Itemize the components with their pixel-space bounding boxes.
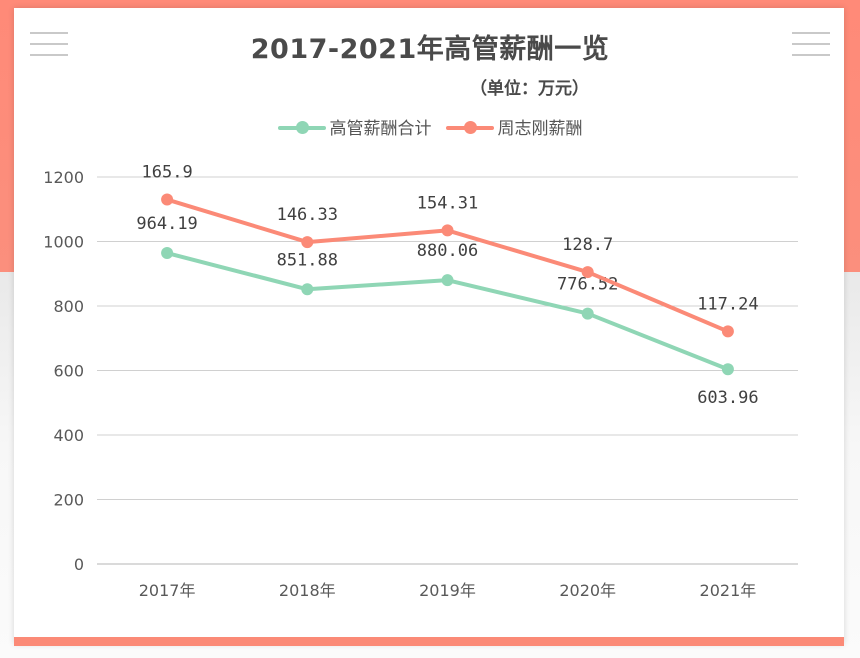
chart-legend: 高管薪酬合计 周志刚薪酬 (0, 114, 860, 139)
y-tick-label: 400 (53, 426, 84, 445)
legend-swatch-total (277, 120, 326, 134)
unit-label: （单位：万元） (470, 79, 589, 99)
x-tick-label: 2018年 (279, 581, 336, 600)
right-menu-icon[interactable] (792, 32, 830, 56)
y-tick-label: 1000 (43, 233, 84, 252)
data-label: 128.7 (562, 235, 613, 255)
data-label: 603.96 (697, 388, 758, 408)
data-label: 146.33 (277, 205, 338, 225)
x-tick-label: 2020年 (559, 581, 616, 600)
data-point (581, 307, 594, 320)
legend-label-total: 高管薪酬合计 (329, 119, 432, 139)
data-point (161, 193, 174, 206)
legend-dot-zhou (463, 120, 477, 134)
data-point (301, 236, 314, 249)
data-point (161, 247, 174, 260)
data-point (721, 363, 734, 376)
data-label: 851.88 (277, 250, 338, 270)
data-label: 117.24 (697, 294, 758, 314)
y-tick-label: 0 (74, 555, 84, 574)
y-tick-label: 800 (53, 297, 84, 316)
y-tick-label: 200 (53, 491, 84, 510)
card-bottom-accent (14, 637, 844, 646)
data-label: 154.31 (417, 193, 478, 213)
series-line (165, 197, 730, 334)
series-line (165, 251, 730, 372)
data-label: 165.9 (142, 163, 193, 183)
legend-swatch-zhou (445, 120, 494, 134)
legend-item-total[interactable]: 高管薪酬合计 (277, 114, 432, 139)
legend-item-zhou[interactable]: 周志刚薪酬 (445, 114, 583, 139)
x-tick-label: 2021年 (700, 581, 757, 600)
chart-card (14, 8, 844, 644)
data-label: 964.19 (136, 214, 197, 234)
data-point (441, 274, 454, 287)
data-point (441, 224, 454, 237)
legend-label-zhou: 周志刚薪酬 (497, 119, 583, 139)
data-point (301, 283, 314, 296)
y-tick-label: 1200 (43, 168, 84, 187)
x-tick-label: 2019年 (419, 581, 476, 600)
left-menu-icon[interactable] (30, 32, 68, 56)
data-label: 880.06 (417, 241, 478, 261)
x-tick-label: 2017年 (139, 581, 196, 600)
data-point (581, 266, 594, 279)
data-point (721, 325, 734, 338)
legend-dot-total (295, 120, 309, 134)
chart-title: 2017-2021年高管薪酬一览 (250, 34, 610, 65)
y-tick-label: 600 (53, 362, 84, 381)
